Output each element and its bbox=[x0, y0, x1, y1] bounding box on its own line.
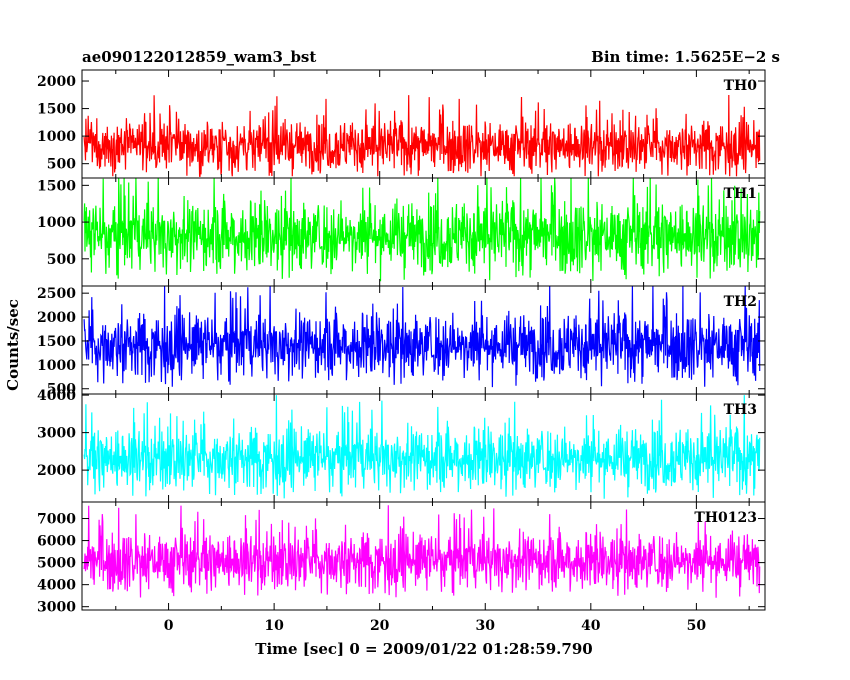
y-tick-label: 1500 bbox=[37, 334, 76, 350]
series-th0 bbox=[83, 94, 761, 177]
panel-th0: 500 1000 1500 2000 TH0 bbox=[37, 69, 766, 179]
y-axis-title: Counts/sec bbox=[4, 299, 22, 391]
header-title: ae090122012859_wam3_bst bbox=[82, 48, 316, 66]
y-tick-label: 500 bbox=[47, 382, 76, 398]
x-tick-label: 20 bbox=[370, 618, 390, 634]
y-tick-label: 6000 bbox=[37, 534, 76, 550]
series-th0123 bbox=[83, 505, 761, 598]
series-th3 bbox=[83, 395, 761, 499]
panel-th1: 500 1000 1500 TH1 bbox=[37, 177, 766, 287]
x-tick-label: 30 bbox=[476, 618, 496, 634]
y-tick-label: 5000 bbox=[37, 556, 76, 572]
panel-label: TH2 bbox=[724, 294, 757, 310]
y-tick-label: 3000 bbox=[37, 600, 76, 616]
panels-group: 500 1000 1500 2000 TH0 500 1000 1500 TH1 500 1000 1… bbox=[37, 69, 766, 616]
y-tick-label: 2500 bbox=[37, 286, 76, 302]
x-tick-label: 10 bbox=[264, 618, 284, 634]
panel-label: TH1 bbox=[724, 186, 757, 202]
x-axis-title: Time [sec] 0 = 2009/01/22 01:28:59.790 bbox=[255, 640, 592, 658]
panel-th3: 2000 3000 4000 TH3 bbox=[37, 388, 766, 503]
y-tick-label: 500 bbox=[47, 252, 76, 268]
panel-th0123: 3000 4000 5000 6000 7000 TH0123 bbox=[37, 501, 766, 616]
panel-label: TH0123 bbox=[694, 510, 757, 526]
panel-th2: 500 1000 1500 2000 2500 TH2 bbox=[37, 285, 766, 398]
series-th1 bbox=[83, 178, 761, 282]
y-tick-label: 4000 bbox=[37, 578, 76, 594]
y-tick-label: 4000 bbox=[37, 388, 76, 404]
y-tick-label: 1000 bbox=[37, 215, 76, 231]
y-tick-label: 7000 bbox=[37, 512, 76, 528]
x-tick-label: 40 bbox=[581, 618, 601, 634]
header-bin-time: Bin time: 1.5625E−2 s bbox=[591, 48, 780, 66]
panel-label: TH3 bbox=[724, 402, 757, 418]
panel-label: TH0 bbox=[724, 78, 758, 94]
x-axis: 0 10 20 30 40 50 bbox=[164, 618, 707, 634]
y-tick-label: 2000 bbox=[37, 310, 76, 326]
y-tick-label: 2000 bbox=[37, 74, 76, 90]
y-tick-label: 2000 bbox=[37, 463, 76, 479]
y-tick-label: 1500 bbox=[37, 178, 76, 194]
panel-frame bbox=[81, 501, 766, 611]
y-tick-label: 3000 bbox=[37, 426, 76, 442]
x-tick-label: 0 bbox=[164, 618, 174, 634]
series-th2 bbox=[83, 286, 761, 388]
y-tick-label: 1500 bbox=[37, 102, 76, 118]
y-tick-label: 1000 bbox=[37, 129, 76, 145]
y-tick-label: 1000 bbox=[37, 358, 76, 374]
x-tick-label: 50 bbox=[687, 618, 707, 634]
y-tick-label: 500 bbox=[47, 157, 76, 173]
